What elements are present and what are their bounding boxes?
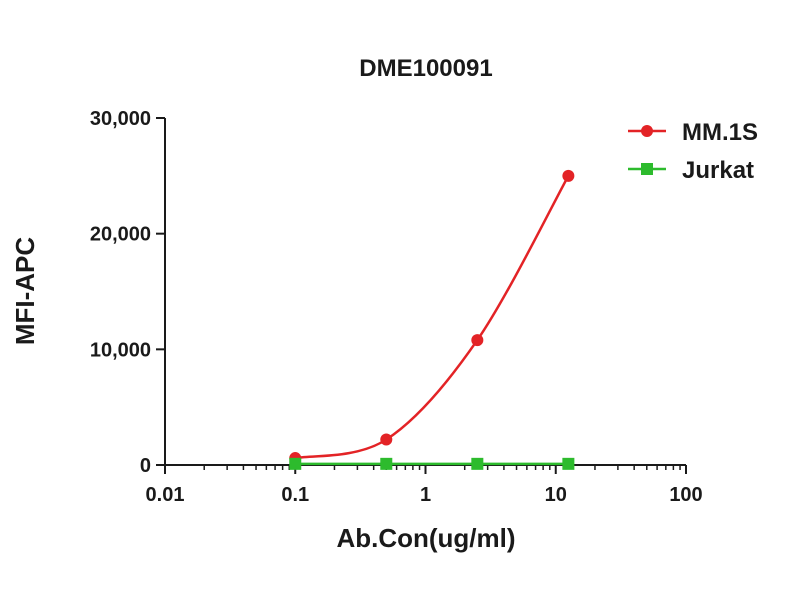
- plot-series: [289, 169, 575, 470]
- x-axis-label: Ab.Con(ug/ml): [336, 523, 515, 553]
- data-point-jurkat: [380, 457, 393, 470]
- y-axis-label: MFI-APC: [10, 237, 40, 346]
- legend-marker-jurkat: [641, 163, 653, 175]
- data-point-mm-1s: [562, 169, 575, 182]
- legend-marker-mm-1s: [641, 125, 653, 137]
- data-point-jurkat: [289, 457, 302, 470]
- series-mm-1s: [289, 169, 575, 465]
- x-tick-label: 0.01: [146, 484, 185, 506]
- x-tick-label: 100: [669, 484, 702, 506]
- x-tick-label: 10: [545, 484, 567, 506]
- legend: MM.1S Jurkat: [628, 119, 758, 184]
- y-tick-label: 20,000: [90, 224, 151, 246]
- y-tick-label: 10,000: [90, 339, 151, 361]
- legend-item-jurkat: Jurkat: [628, 157, 754, 184]
- x-ticks: 0.01 0.1 1 10 100: [146, 465, 703, 506]
- legend-label-mm-1s: MM.1S: [682, 119, 758, 146]
- data-point-jurkat: [562, 457, 575, 470]
- data-point-mm-1s: [471, 334, 484, 347]
- axes: 0 10,000 20,000 30,000 0.01 0.1 1 10 100: [90, 108, 703, 506]
- data-point-jurkat: [471, 457, 484, 470]
- chart-title: DME100091: [359, 55, 492, 82]
- legend-item-mm-1s: MM.1S: [628, 119, 758, 146]
- series-jurkat: [289, 457, 575, 470]
- series-line-mm-1s: [295, 175, 570, 460]
- y-tick-label: 30,000: [90, 108, 151, 130]
- y-ticks: 0 10,000 20,000 30,000: [90, 108, 165, 477]
- x-tick-label: 1: [420, 484, 431, 506]
- data-point-mm-1s: [380, 433, 393, 446]
- y-tick-label: 0: [140, 455, 151, 477]
- legend-label-jurkat: Jurkat: [682, 157, 754, 184]
- x-tick-label: 0.1: [281, 484, 309, 506]
